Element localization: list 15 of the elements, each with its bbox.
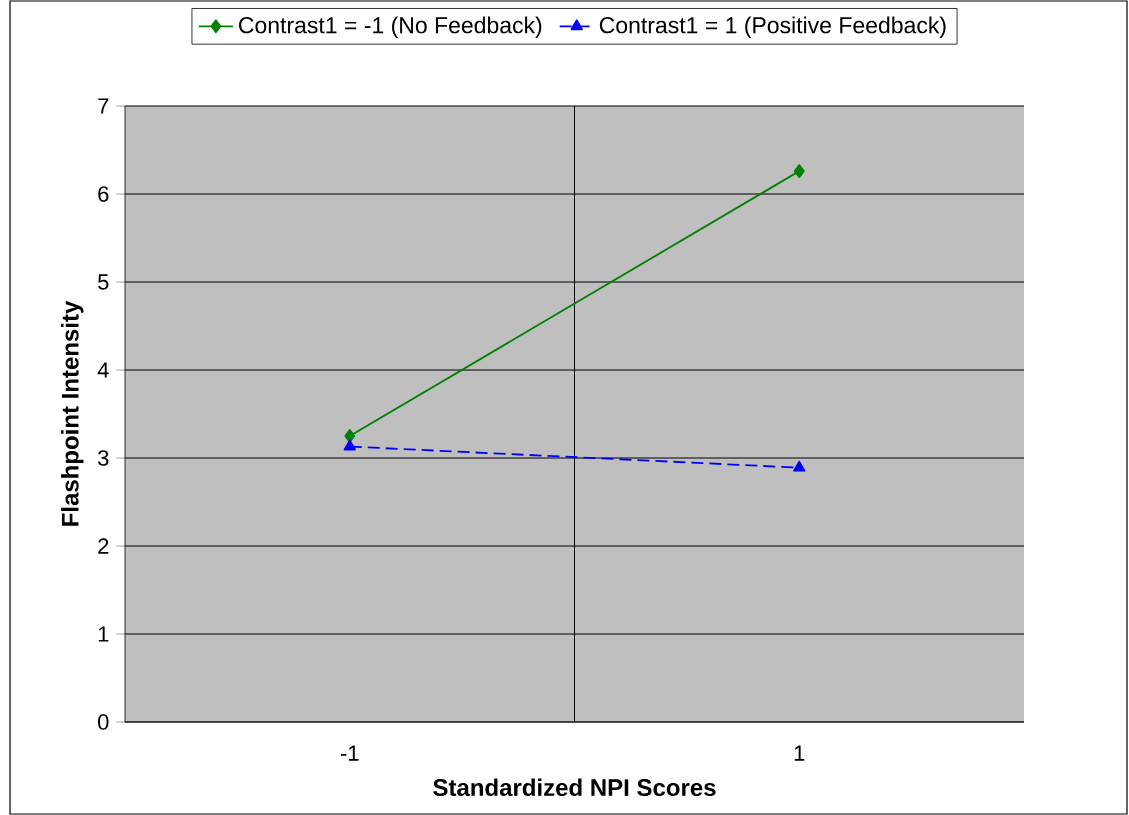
legend-label: Contrast1 = 1 (Positive Feedback)	[599, 16, 946, 38]
y-tick-label: 4	[97, 362, 109, 378]
y-tick-label: 6	[98, 186, 109, 202]
y-tick-label: 7	[98, 98, 109, 114]
y-tick-label: 0	[98, 714, 109, 730]
y-tick-label: 3	[98, 450, 109, 466]
y-tick-label: 1	[98, 626, 109, 642]
legend-label: Contrast1 = -1 (No Feedback)	[239, 16, 542, 38]
point	[344, 429, 356, 443]
x-tick-label: -1	[340, 745, 359, 761]
point	[793, 164, 805, 179]
x-axis-title: Standardized NPI Scores	[433, 778, 716, 797]
y-tick-label: 2	[98, 538, 109, 554]
y-axis-title: Flashpoint Intensity	[61, 300, 84, 526]
y-tick-label: 5	[98, 274, 109, 290]
